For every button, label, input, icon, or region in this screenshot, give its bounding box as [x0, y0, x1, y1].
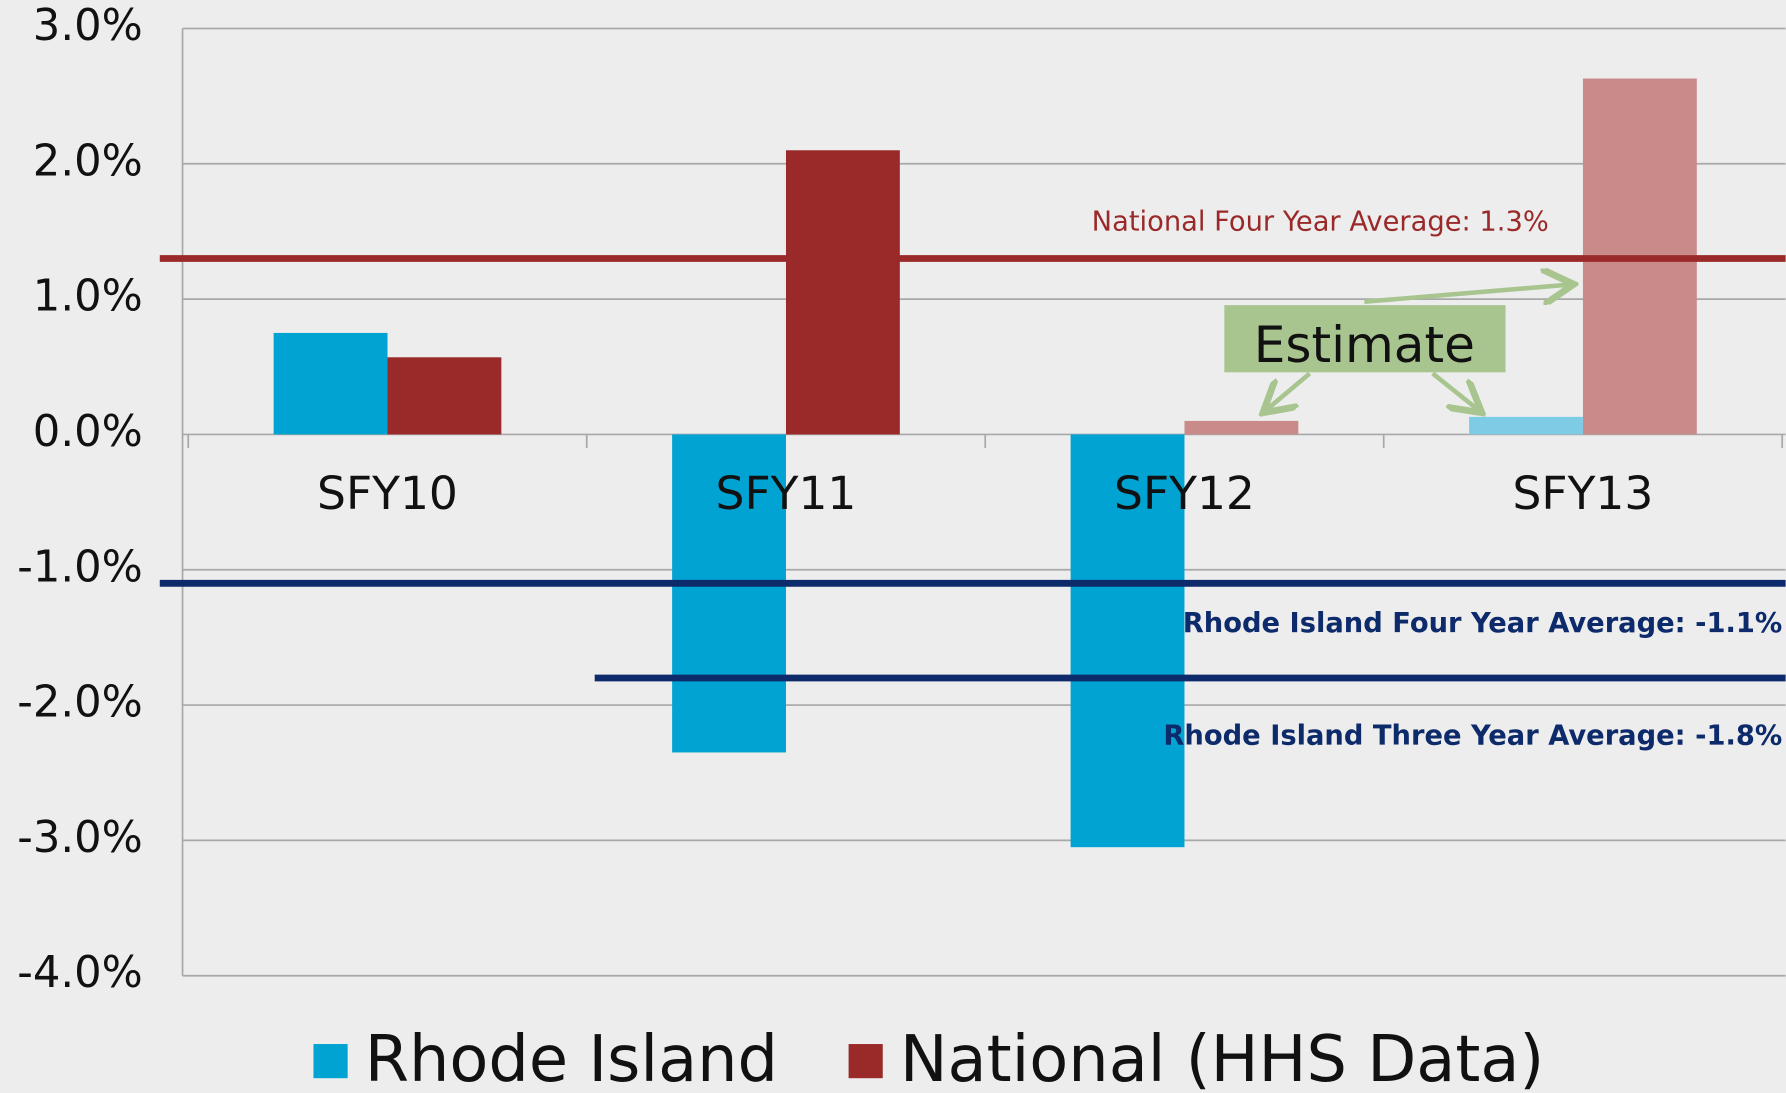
legend-label: National (HHS Data) — [900, 1023, 1544, 1093]
reference-lines: National Four Year Average: 1.3% Rhode Is… — [159, 207, 1786, 752]
legend: Rhode Island National (HHS Data) — [313, 1023, 1544, 1093]
reference-label: National Four Year Average: 1.3% — [1092, 207, 1549, 238]
x-tick-label: SFY10 — [317, 467, 458, 520]
arrow — [1266, 371, 1312, 409]
bar — [387, 357, 502, 435]
x-tick-label: SFY11 — [716, 467, 857, 520]
y-tick-label: -3.0% — [17, 813, 142, 863]
estimate-callout: Estimate — [1224, 285, 1569, 410]
bar — [1070, 434, 1185, 848]
x-tick-label: SFY12 — [1114, 467, 1255, 520]
reference-label: Rhode Island Four Year Average: -1.1% — [1183, 608, 1782, 639]
y-tick-label: 1.0% — [33, 272, 143, 322]
legend-swatch — [313, 1044, 348, 1079]
bar — [785, 150, 900, 435]
callout-box — [1224, 305, 1506, 373]
y-tick-label: -1.0% — [17, 542, 142, 592]
grid: 3.0% 2.0% 1.0% 0.0% -1.0% -2.0% -3.0% -4.0% — [17, 1, 1786, 998]
arrow — [1431, 371, 1479, 409]
y-tick-label: -4.0% — [17, 948, 142, 998]
y-tick-label: 3.0% — [33, 1, 143, 51]
bar — [1184, 420, 1299, 435]
reference-label: Rhode Island Three Year Average: -1.8% — [1163, 721, 1782, 752]
y-tick-label: 0.0% — [33, 407, 143, 457]
y-tick-label: -2.0% — [17, 678, 142, 728]
annotation: Estimate — [1254, 316, 1475, 374]
bar — [1469, 416, 1583, 435]
legend-swatch — [848, 1044, 883, 1079]
bars: SFY10 SFY11 SFY12 SFY13 — [273, 78, 1697, 848]
legend-label: Rhode Island — [365, 1023, 778, 1093]
x-tick-label: SFY13 — [1513, 467, 1654, 520]
bar — [672, 434, 786, 753]
bar — [273, 332, 388, 435]
y-tick-label: 2.0% — [33, 136, 143, 186]
arrow — [1364, 285, 1569, 302]
